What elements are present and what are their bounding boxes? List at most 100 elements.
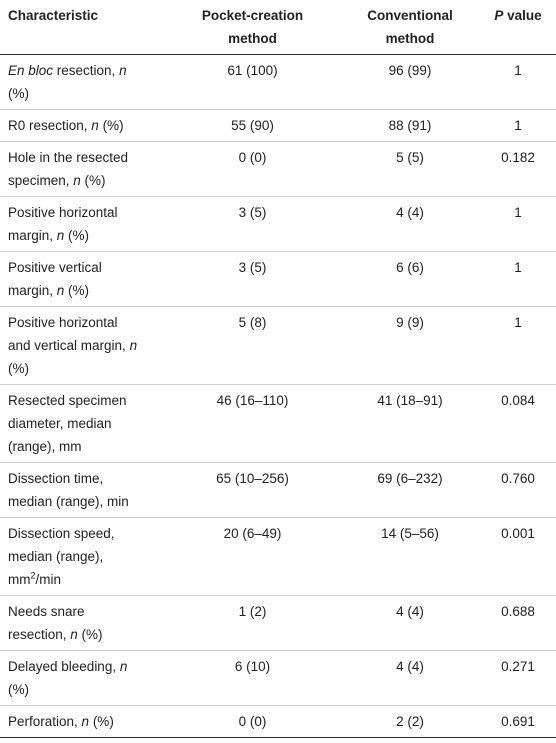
- table-cell: En bloc resection, n (%): [0, 54, 165, 110]
- table-cell: 1: [480, 109, 556, 142]
- table-cell: Delayed bleeding, n (%): [0, 650, 165, 706]
- text-run: n: [81, 714, 90, 729]
- table-cell: 20 (6–49): [165, 517, 340, 596]
- text-run: n: [73, 173, 81, 188]
- text-run: value: [503, 8, 542, 23]
- text-run: (%): [80, 173, 106, 188]
- text-run: resection,: [53, 63, 120, 78]
- cell-text: 1: [514, 260, 522, 275]
- text-run: 2: [30, 570, 36, 581]
- table-cell: 0.688: [480, 595, 556, 651]
- text-run: Resected specimen diameter, median (rang…: [8, 393, 127, 454]
- table-row: Dissection time, median (range), min 65 (…: [0, 462, 556, 518]
- cell-text: 9 (9): [396, 315, 424, 330]
- table-cell: 3 (5): [165, 196, 340, 252]
- table-cell: 5 (5): [340, 141, 480, 197]
- text-run: (%): [8, 682, 29, 697]
- table-cell: 61 (100): [165, 54, 340, 110]
- table-cell: 2 (2): [340, 705, 480, 738]
- table-cell: 0.182: [480, 141, 556, 197]
- header-text: Pocket-creation method: [195, 4, 310, 50]
- cell-text: 0.182: [501, 150, 535, 165]
- text-run: (%): [64, 283, 90, 298]
- table-cell: 4 (4): [340, 595, 480, 651]
- cell-text: 5 (5): [396, 150, 424, 165]
- cell-text: 41 (18–91): [377, 393, 443, 408]
- table-row: Resected specimen diameter, median (rang…: [0, 384, 556, 463]
- cell-text: 46 (16–110): [216, 393, 289, 408]
- cell-text: 0 (0): [238, 150, 267, 165]
- text-run: R0 resection,: [8, 118, 92, 133]
- cell-text: 0.760: [501, 471, 535, 486]
- cell-text: 61 (100): [227, 63, 278, 78]
- table-row: Needs snare resection, n (%) 1 (2) 4 (4) 0.…: [0, 595, 556, 651]
- header-cell: Conventional method: [340, 0, 480, 55]
- text-run: n: [70, 627, 78, 642]
- cell-text: 96 (99): [388, 63, 432, 78]
- cell-text: Delayed bleeding, n (%): [8, 655, 143, 701]
- table-row: R0 resection, n (%) 55 (90) 88 (91) 1: [0, 109, 556, 142]
- text-run: (%): [8, 86, 29, 101]
- header-cell: P value: [480, 0, 556, 55]
- table-row: Dissection speed, median (range), mm2/mi…: [0, 517, 556, 596]
- cell-text: 69 (6–232): [377, 471, 443, 486]
- cell-text: 0.688: [501, 604, 535, 619]
- table-cell: 0.691: [480, 705, 556, 738]
- table-cell: Dissection time, median (range), min: [0, 462, 165, 518]
- text-run: (%): [98, 118, 124, 133]
- header-text: P value: [488, 4, 548, 27]
- table-cell: 14 (5–56): [340, 517, 480, 596]
- table-cell: 1: [480, 54, 556, 110]
- table-cell: 0.271: [480, 650, 556, 706]
- cell-text: Perforation, n (%): [8, 710, 143, 733]
- table-cell: 55 (90): [165, 109, 340, 142]
- cell-text: 20 (6–49): [223, 526, 282, 541]
- cell-text: 3 (5): [238, 260, 267, 275]
- table-row: En bloc resection, n (%) 61 (100) 96 (99) 1: [0, 54, 556, 110]
- text-run: /min: [35, 572, 62, 587]
- cell-text: 4 (4): [396, 604, 424, 619]
- header-text: Conventional method: [353, 4, 468, 50]
- table-cell: Resected specimen diameter, median (rang…: [0, 384, 165, 463]
- cell-text: 1 (2): [238, 604, 267, 619]
- text-run: Positive vertical margin,: [8, 260, 102, 298]
- table-cell: 1: [480, 251, 556, 307]
- text-run: Characteristic: [8, 8, 99, 23]
- text-run: Hole in the resected specimen,: [8, 150, 129, 188]
- cell-text: 65 (10–256): [216, 471, 289, 486]
- cell-text: 14 (5–56): [381, 526, 439, 541]
- table-row: Hole in the resected specimen, n (%) 0 (0…: [0, 141, 556, 197]
- text-run: Delayed bleeding,: [8, 659, 120, 674]
- table-cell: 65 (10–256): [165, 462, 340, 518]
- cell-text: 6 (10): [234, 659, 271, 674]
- text-run: n: [56, 228, 65, 243]
- table-row: Delayed bleeding, n (%) 6 (10) 4 (4) 0.271: [0, 650, 556, 706]
- text-run: n: [56, 283, 65, 298]
- cell-text: 4 (4): [396, 659, 424, 674]
- cell-text: 0 (0): [238, 714, 267, 729]
- table-cell: 3 (5): [165, 251, 340, 307]
- text-run: Perforation,: [8, 714, 82, 729]
- cell-text: 1: [514, 205, 522, 220]
- text-run: n: [91, 118, 99, 133]
- table-cell: Needs snare resection, n (%): [0, 595, 165, 651]
- header-text: Characteristic: [8, 4, 157, 27]
- cell-text: Dissection speed, median (range), mm2/mi…: [8, 522, 143, 591]
- table-cell: 4 (4): [340, 196, 480, 252]
- table-cell: 1: [480, 306, 556, 385]
- cell-text: 88 (91): [388, 118, 432, 133]
- text-run: (%): [64, 228, 90, 243]
- table-cell: 6 (6): [340, 251, 480, 307]
- table-cell: 1 (2): [165, 595, 340, 651]
- table-cell: Positive horizontal margin, n (%): [0, 196, 165, 252]
- cell-text: 6 (6): [396, 260, 424, 275]
- cell-text: 1: [514, 315, 522, 330]
- cell-text: Resected specimen diameter, median (rang…: [8, 389, 143, 458]
- table-cell: Hole in the resected specimen, n (%): [0, 141, 165, 197]
- cell-text: Positive vertical margin, n (%): [8, 256, 143, 302]
- cell-text: Needs snare resection, n (%): [8, 600, 143, 646]
- text-run: (%): [77, 627, 103, 642]
- table-row: Perforation, n (%) 0 (0) 2 (2) 0.691: [0, 705, 556, 738]
